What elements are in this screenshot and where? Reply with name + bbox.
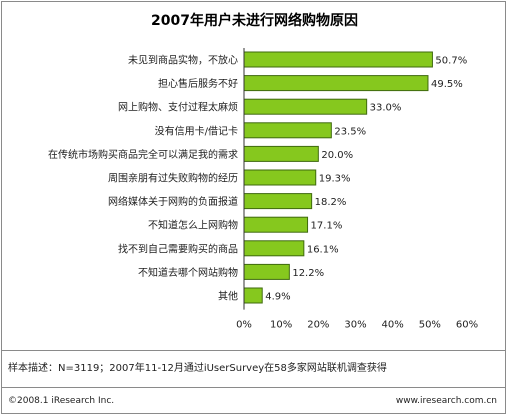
value-label: 17.1% (311, 221, 343, 232)
x-tick-label: 60% (456, 320, 478, 331)
category-label: 其他 (218, 290, 238, 303)
x-tick-label: 20% (307, 320, 329, 331)
value-label: 50.7% (435, 56, 467, 67)
bar (243, 240, 305, 257)
value-label: 49.5% (431, 79, 463, 90)
note-separator (1, 350, 506, 351)
category-label: 在传统市场购买商品完全可以满足我的需求 (48, 148, 238, 161)
category-label: 找不到自己需要购买的商品 (118, 242, 238, 255)
chart-title: 2007年用户未进行网络购物原因 (151, 13, 358, 29)
bar (243, 287, 263, 304)
value-label: 23.5% (334, 126, 366, 137)
x-tick-label: 40% (382, 320, 404, 331)
value-label: 12.2% (292, 268, 324, 279)
value-label: 20.0% (321, 150, 353, 161)
value-label: 16.1% (307, 244, 339, 255)
x-tick-label: 30% (344, 320, 366, 331)
category-label: 网上购物、支付过程太麻烦 (118, 101, 238, 114)
category-label: 不知道去哪个网站购物 (138, 266, 238, 279)
bar (243, 98, 368, 115)
value-label: 33.0% (370, 103, 402, 114)
bar (243, 169, 317, 186)
x-tick-label: 0% (236, 320, 252, 331)
bar (243, 145, 319, 162)
value-label: 19.3% (319, 174, 351, 185)
bar (243, 75, 429, 92)
website-text: www.iresearch.com.cn (395, 396, 497, 406)
value-label: 18.2% (315, 197, 347, 208)
category-label: 没有信用卡/借记卡 (155, 124, 238, 137)
category-label: 不知道怎么上网购物 (148, 219, 238, 232)
x-tick-label: 10% (270, 320, 292, 331)
bar (243, 122, 332, 139)
bar (243, 193, 313, 210)
x-tick-label: 50% (419, 320, 441, 331)
category-label: 未见到商品实物，不放心 (128, 54, 238, 67)
bar (243, 216, 309, 233)
sample-note: 样本描述：N=3119；2007年11-12月通过iUserSurvey在58多… (8, 363, 387, 374)
value-label: 4.9% (265, 292, 290, 303)
bar (243, 263, 290, 280)
category-label: 担心售后服务不好 (158, 77, 238, 90)
copyright-text: ©2008.1 iResearch Inc. (8, 396, 115, 406)
bar (243, 51, 433, 68)
category-label: 周围亲朋有过失败购物的经历 (108, 172, 238, 185)
footer-separator (1, 387, 506, 388)
category-label: 网络媒体关于网购的负面报道 (108, 195, 238, 208)
